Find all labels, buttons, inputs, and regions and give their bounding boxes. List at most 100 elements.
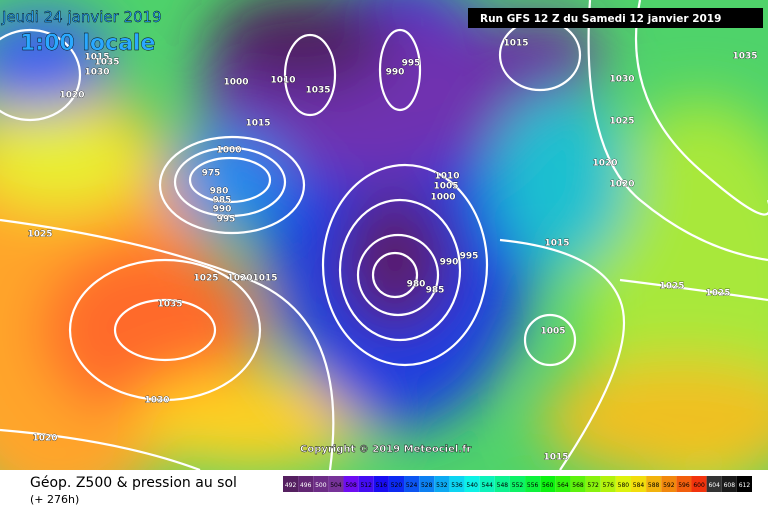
pressure-label: 1005	[540, 327, 565, 337]
pressure-label: 995	[460, 252, 479, 262]
scale-swatch	[736, 476, 752, 492]
scale-label: 568	[572, 482, 584, 489]
pressure-label: 1005	[433, 182, 458, 192]
scale-swatch	[646, 476, 662, 492]
pressure-label: 1000	[216, 146, 241, 156]
pressure-label: 990	[213, 205, 232, 215]
scale-swatch	[449, 476, 465, 492]
scale-swatch	[464, 476, 480, 492]
pressure-label: 980	[210, 187, 229, 197]
scale-label: 588	[648, 482, 660, 489]
scale-swatch	[373, 476, 389, 492]
pressure-label: 1025	[27, 230, 52, 240]
scale-label: 548	[497, 482, 509, 489]
scale-swatch	[585, 476, 601, 492]
pressure-label: 1025	[193, 274, 218, 284]
scale-swatch	[691, 476, 707, 492]
scale-swatch	[676, 476, 692, 492]
scale-swatch	[615, 476, 631, 492]
run-box	[468, 8, 763, 28]
scale-label: 504	[330, 482, 342, 489]
scale-swatch	[706, 476, 722, 492]
pressure-label: 985	[426, 286, 445, 296]
pressure-label: 1035	[732, 52, 757, 62]
scale-swatch	[419, 476, 435, 492]
pressure-label: 1015	[245, 119, 270, 129]
scale-swatch	[283, 476, 299, 492]
pressure-label: 1025	[705, 289, 730, 299]
isobars	[0, 0, 768, 472]
scale-swatch	[298, 476, 314, 492]
pressure-label: 1030	[84, 68, 109, 78]
pressure-label: 995	[402, 59, 421, 69]
pressure-label: 1000	[223, 78, 248, 88]
scale-label: 544	[482, 482, 494, 489]
run: Run GFS 12 Z du Samedi 12 janvier 2019	[480, 13, 721, 25]
scale-swatch	[540, 476, 556, 492]
scale-label: 552	[512, 482, 524, 489]
scale-swatch	[494, 476, 510, 492]
scale-swatch	[358, 476, 374, 492]
scale-label: 532	[436, 482, 448, 489]
scale-label: 540	[466, 482, 478, 489]
pressure-label: 985	[213, 196, 232, 206]
pressure-label: 1015	[543, 453, 568, 463]
scale-swatch	[313, 476, 329, 492]
scale-label: 556	[527, 482, 539, 489]
pressure-label: 975	[202, 169, 221, 179]
pressure-label: 1035	[94, 58, 119, 68]
scale-label: 580	[618, 482, 630, 489]
scale-label: 612	[739, 482, 751, 489]
pressure-label: 1015	[84, 53, 109, 63]
scale-label: 524	[406, 482, 418, 489]
scale-swatch	[328, 476, 344, 492]
scale-swatch	[404, 476, 420, 492]
pressure-label: 1015	[252, 274, 277, 284]
scale-swatch	[509, 476, 526, 492]
pressure-label: 1020	[227, 274, 252, 284]
pressure-label: 1010	[434, 172, 459, 182]
scale-swatch	[630, 476, 647, 492]
scale-label: 584	[633, 482, 645, 489]
pressure-label: 1035	[157, 300, 182, 310]
scale-swatch	[721, 476, 737, 492]
scale-label: 528	[421, 482, 433, 489]
pressure-label: 1020	[609, 180, 634, 190]
scale-swatch	[388, 476, 405, 492]
pressure-label: 1015	[544, 239, 569, 249]
time: 1:00 locale	[20, 31, 155, 56]
legend-title: Géop. Z500 & pression au sol	[30, 475, 237, 491]
legend-lead: (+ 276h)	[30, 493, 79, 506]
pressure-label: 1000	[430, 193, 455, 203]
pressure-label: 990	[440, 258, 459, 268]
scale-label: 496	[300, 482, 312, 489]
scale-swatch	[661, 476, 677, 492]
pressure-label: 995	[217, 215, 236, 225]
scale-swatch	[570, 476, 586, 492]
pressure-label: 1025	[659, 282, 684, 292]
scale-swatch	[343, 476, 359, 492]
scale-label: 596	[678, 482, 690, 489]
scale-label: 500	[315, 482, 327, 489]
scale-label: 516	[376, 482, 388, 489]
scale-label: 492	[285, 482, 297, 489]
scale-label: 520	[391, 482, 403, 489]
scale-label: 508	[345, 482, 357, 489]
scale-swatch	[525, 476, 541, 492]
pressure-label: 990	[386, 68, 405, 78]
pressure-label: 1015	[503, 39, 528, 49]
scale-swatch	[479, 476, 495, 492]
date: Jeudi 24 janvier 2019	[1, 8, 162, 26]
scale-label: 564	[557, 482, 569, 489]
scale-label: 608	[724, 482, 736, 489]
scale-swatch	[600, 476, 616, 492]
scale-label: 512	[360, 482, 372, 489]
pressure-label: 1035	[305, 86, 330, 96]
scale-label: 600	[693, 482, 705, 489]
pressure-label: 980	[407, 280, 426, 290]
scale-label: 592	[663, 482, 675, 489]
pressure-label: 1010	[270, 76, 295, 86]
scale-label: 560	[542, 482, 554, 489]
pressure-label: 1030	[609, 75, 634, 85]
